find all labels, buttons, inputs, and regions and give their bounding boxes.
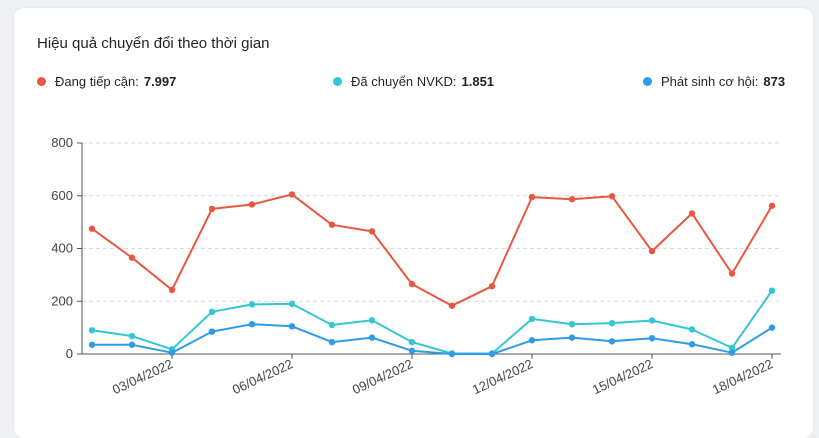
legend-value: 1.851 xyxy=(461,74,495,89)
y-tick-label: 600 xyxy=(51,188,73,203)
data-point xyxy=(408,347,416,355)
data-point xyxy=(448,350,456,358)
x-tick-label: 03/04/2022 xyxy=(110,356,175,397)
data-point xyxy=(528,337,536,344)
series-line xyxy=(91,193,773,307)
data-point xyxy=(488,350,496,358)
data-point xyxy=(368,228,376,235)
data-point xyxy=(728,349,736,356)
legend-item-phat-sinh-co-hoi[interactable]: Phát sinh cơ hội: 873 xyxy=(643,74,785,89)
data-point xyxy=(568,334,576,341)
data-point xyxy=(768,324,776,331)
legend-label: Đang tiếp cận: xyxy=(55,74,139,89)
legend-label: Đã chuyển NVKD: xyxy=(351,74,457,89)
series-line xyxy=(92,323,773,355)
y-tick-label: 400 xyxy=(51,241,73,256)
data-point xyxy=(528,193,536,201)
data-point xyxy=(688,326,696,333)
y-tick-label: 0 xyxy=(66,346,73,361)
data-point xyxy=(408,338,416,346)
data-point xyxy=(88,225,96,232)
data-point xyxy=(368,334,376,341)
data-point xyxy=(768,202,776,209)
data-point xyxy=(688,341,696,348)
legend-item-da-chuyen-nvkd[interactable]: Đã chuyển NVKD: 1.851 xyxy=(333,74,494,89)
x-tick-label: 18/04/2022 xyxy=(710,356,775,397)
legend-label: Phát sinh cơ hội: xyxy=(661,74,759,89)
data-point xyxy=(328,338,336,346)
data-point xyxy=(688,210,696,217)
data-point xyxy=(328,321,336,329)
data-point xyxy=(648,334,656,342)
data-point xyxy=(168,286,176,294)
data-point xyxy=(728,270,736,277)
data-point xyxy=(248,320,256,328)
data-point xyxy=(208,205,216,213)
data-point xyxy=(568,320,576,328)
legend-item-dang-tiep-can[interactable]: Đang tiếp cận: 7.997 xyxy=(37,74,176,89)
data-point xyxy=(288,300,296,308)
data-point xyxy=(168,349,176,356)
data-point xyxy=(288,191,296,198)
data-point xyxy=(408,280,416,288)
line-chart: 0 200 400 600 800 03/04/2022 06/04/2022 09/04/2… xyxy=(51,135,781,397)
y-tick-label: 800 xyxy=(51,135,73,150)
data-point xyxy=(568,195,576,203)
data-point xyxy=(128,254,136,261)
data-point xyxy=(288,323,296,330)
data-point xyxy=(528,315,536,323)
data-point xyxy=(608,193,616,200)
legend-value: 7.997 xyxy=(143,74,177,89)
data-point xyxy=(128,332,136,340)
chart-title: Hiệu quả chuyển đổi theo thời gian xyxy=(37,35,270,52)
data-point xyxy=(608,319,616,327)
legend-dot-icon xyxy=(643,77,652,86)
data-point xyxy=(128,341,136,348)
data-point xyxy=(208,308,216,315)
x-tick-label: 12/04/2022 xyxy=(470,356,535,397)
data-point xyxy=(248,301,256,308)
data-point xyxy=(728,344,736,352)
data-point xyxy=(448,302,456,309)
series-line xyxy=(91,290,773,355)
data-point xyxy=(248,201,256,208)
legend-value: 873 xyxy=(763,74,786,89)
data-point xyxy=(88,341,96,348)
data-point xyxy=(648,247,656,255)
x-tick-label: 09/04/2022 xyxy=(350,356,415,397)
data-point xyxy=(368,317,376,324)
data-point xyxy=(608,338,616,345)
data-point xyxy=(768,287,776,294)
legend-dot-icon xyxy=(37,77,46,86)
data-point xyxy=(328,221,336,228)
y-tick-label: 200 xyxy=(51,293,73,308)
data-point xyxy=(488,283,496,290)
x-tick-label: 06/04/2022 xyxy=(230,356,295,397)
chart-card xyxy=(14,8,813,438)
legend-dot-icon xyxy=(333,77,342,86)
data-point xyxy=(88,327,96,334)
data-point xyxy=(208,328,216,335)
data-point xyxy=(648,317,656,324)
x-tick-label: 15/04/2022 xyxy=(590,356,655,397)
